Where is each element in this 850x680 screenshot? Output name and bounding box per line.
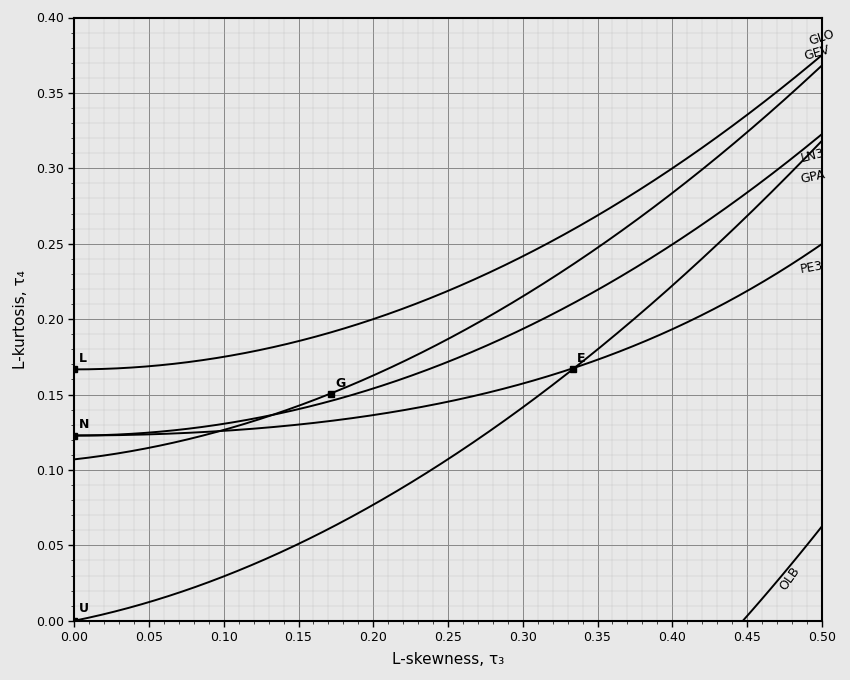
Text: PE3: PE3 bbox=[799, 259, 824, 276]
Text: LN3: LN3 bbox=[799, 146, 826, 165]
Text: GPA: GPA bbox=[799, 168, 826, 186]
Text: E: E bbox=[577, 352, 586, 365]
Y-axis label: L-kurtosis, τ₄: L-kurtosis, τ₄ bbox=[13, 270, 27, 369]
X-axis label: L-skewness, τ₃: L-skewness, τ₃ bbox=[392, 653, 504, 668]
Text: G: G bbox=[335, 377, 345, 390]
Text: GLO: GLO bbox=[807, 27, 836, 48]
Text: U: U bbox=[79, 602, 88, 615]
Text: N: N bbox=[79, 418, 89, 431]
Text: GEV: GEV bbox=[802, 43, 831, 63]
Text: OLB: OLB bbox=[777, 564, 802, 593]
Text: L: L bbox=[79, 352, 87, 365]
